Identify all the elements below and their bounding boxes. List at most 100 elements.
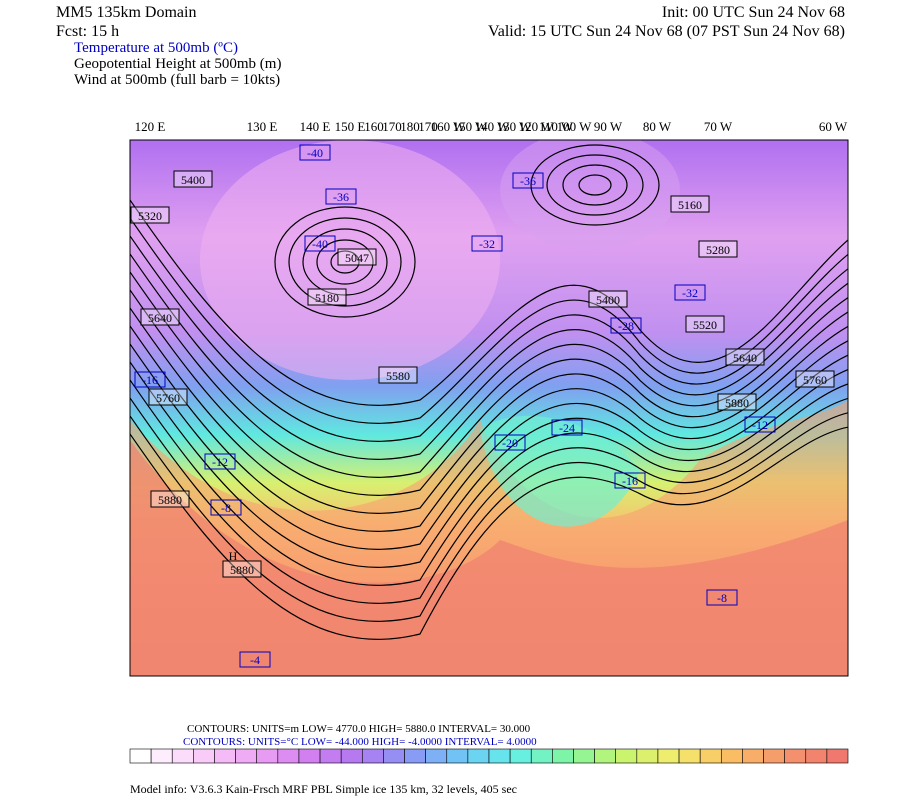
contours-height: CONTOURS: UNITS=m LOW= 4770.0 HIGH= 5880… (187, 723, 531, 735)
height-label-box (378, 366, 418, 384)
longitude-label: 120 W (519, 119, 555, 134)
color-bar-box (615, 748, 638, 764)
height-label: 5047 (345, 251, 369, 265)
temperature-label: -32 (682, 286, 698, 300)
color-bar-box (150, 748, 173, 764)
temperature-label-box (706, 589, 738, 606)
temperature-label: -12 (752, 418, 768, 432)
warm-region (130, 440, 848, 676)
map-area: 5400 5320 5047 5180 5640 5580 5760 5880 5880 5400… (130, 140, 848, 676)
low-contour (546, 154, 644, 216)
low-contour (274, 206, 416, 318)
temperature-label: -24 (559, 421, 575, 435)
color-bar-box (678, 748, 701, 764)
height-contour (130, 412, 848, 622)
low-contour (302, 228, 388, 296)
color-bar-box (826, 748, 849, 764)
color-bar-box (256, 748, 279, 764)
height-contour (130, 397, 848, 604)
temperature-label: -32 (479, 237, 495, 251)
color-bar-box (277, 748, 300, 764)
height-label-box (685, 315, 725, 333)
color-bar (129, 748, 849, 764)
color-bar-box (720, 748, 743, 764)
height-contour (130, 217, 848, 424)
temperature-label-box (614, 472, 646, 489)
cold-low (200, 140, 500, 380)
height-label: 5400 (596, 293, 620, 307)
color-bar-box (467, 748, 490, 764)
height-label: 5580 (386, 369, 410, 383)
cyan-tongue (480, 415, 640, 527)
height-contour (130, 271, 848, 478)
color-bar-box (636, 748, 659, 764)
temperature-label-box (471, 235, 503, 252)
temperature-label-box (551, 419, 583, 436)
longitude-label: 120 E (135, 119, 166, 134)
temperature-label: -4 (250, 653, 260, 667)
height-label-box (588, 290, 628, 308)
height-label-box (670, 195, 710, 213)
longitude-label: 150 E (335, 119, 366, 134)
height-contour (130, 361, 848, 568)
longitude-label: 180 (400, 119, 420, 134)
longitude-label: 170 (418, 119, 438, 134)
valid-time: Valid: 15 UTC Sun 24 Nov 68 (07 PST Sun … (488, 23, 845, 40)
temperature-label-box (494, 434, 526, 451)
field-temperature: Temperature at 500mb (ºC) (74, 40, 238, 56)
color-bar-box (805, 748, 828, 764)
color-bar-box (319, 748, 342, 764)
height-contour (130, 307, 848, 514)
height-label: 5320 (138, 209, 162, 223)
temperature-label: -16 (142, 373, 158, 387)
temperature-label: -8 (221, 501, 231, 515)
temperature-label-box (239, 651, 271, 668)
map-labels: 5400 5320 5047 5180 5640 5580 5760 5880 5880 5400… (130, 144, 835, 668)
height-label: 5760 (156, 391, 180, 405)
height-label-box (795, 370, 835, 388)
longitude-label: 140 E (300, 119, 331, 134)
longitude-label: 70 W (704, 119, 733, 134)
low-contour (330, 250, 360, 274)
high-marker: H (229, 549, 238, 563)
height-label: 5640 (733, 351, 757, 365)
temperature-label-box (134, 371, 166, 388)
longitude-label: 160 (364, 119, 384, 134)
height-contour (130, 379, 848, 586)
color-bar-box (383, 748, 405, 764)
color-bar-box (404, 748, 426, 764)
temperature-label-box (610, 317, 642, 334)
color-bar-box (509, 748, 532, 764)
height-label-box (717, 393, 757, 411)
temperature-label-box (744, 416, 776, 433)
height-label: 5880 (230, 563, 254, 577)
longitude-label: 130 E (247, 119, 278, 134)
temperature-label-box (674, 284, 706, 301)
contours-temperature: CONTOURS: UNITS=°C LOW= -44.000 HIGH= -4… (183, 736, 537, 748)
height-label: 5640 (148, 311, 172, 325)
longitude-label: 110 W (539, 119, 574, 134)
color-bar-box (530, 748, 553, 764)
cold-low-2 (500, 140, 680, 250)
height-label-box (725, 348, 765, 366)
longitude-label: 90 W (594, 119, 623, 134)
forecast-hour: Fcst: 15 h (56, 23, 119, 40)
color-bar-box (235, 748, 258, 764)
temperature-label-box (304, 235, 336, 252)
temperature-label-box (204, 453, 236, 470)
height-contour (130, 426, 848, 640)
height-contour (130, 343, 848, 550)
height-contour (130, 199, 848, 406)
height-label: 5400 (181, 173, 205, 187)
temperature-label: -12 (212, 455, 228, 469)
longitude-label: 60 W (819, 119, 848, 134)
color-bar-box (552, 748, 574, 764)
height-label-box (130, 206, 170, 224)
color-bar-box (214, 748, 236, 764)
color-bar-box (193, 748, 215, 764)
height-label-box (148, 388, 188, 406)
color-bar-box (488, 748, 511, 764)
temperature-label: -40 (312, 237, 328, 251)
